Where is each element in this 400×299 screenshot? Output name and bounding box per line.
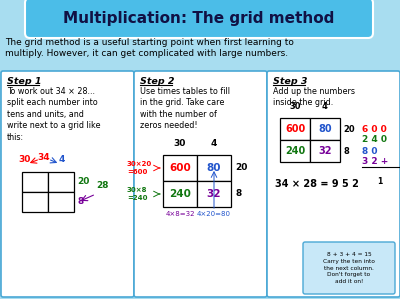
FancyBboxPatch shape [267, 71, 400, 297]
Bar [163, 181, 197, 207]
Text: 6 0 0: 6 0 0 [362, 124, 387, 133]
Text: 80: 80 [207, 163, 221, 173]
Bar [48, 172, 74, 192]
Text: 2 4 0: 2 4 0 [362, 135, 387, 144]
Text: 8 0: 8 0 [362, 147, 378, 155]
Bar [310, 118, 340, 140]
Text: 20: 20 [235, 164, 247, 173]
Bar [280, 140, 310, 162]
FancyBboxPatch shape [25, 0, 373, 38]
Text: Multiplication: The grid method: Multiplication: The grid method [63, 11, 335, 27]
Text: 32: 32 [318, 146, 332, 156]
Text: 8: 8 [77, 198, 83, 207]
Bar [22, 172, 48, 192]
Text: 600: 600 [169, 163, 191, 173]
Bar [197, 181, 231, 207]
Text: 4×20=80: 4×20=80 [197, 211, 231, 217]
Text: 30×20
=600: 30×20 =600 [127, 161, 152, 175]
Text: 30: 30 [19, 155, 31, 164]
Bar [163, 155, 197, 181]
Text: 240: 240 [285, 146, 305, 156]
Text: Step 2: Step 2 [140, 77, 174, 86]
Text: 20: 20 [77, 178, 89, 187]
Text: Add up the numbers
inside the grid.: Add up the numbers inside the grid. [273, 87, 355, 107]
Text: 4: 4 [322, 102, 328, 111]
FancyBboxPatch shape [134, 71, 267, 297]
Bar [197, 155, 231, 181]
Bar [48, 192, 74, 212]
Text: 1: 1 [377, 177, 383, 186]
Text: 34 × 28 = 9 5 2: 34 × 28 = 9 5 2 [275, 179, 359, 189]
Text: 4: 4 [59, 155, 65, 164]
Text: 28: 28 [96, 181, 108, 190]
FancyBboxPatch shape [303, 242, 395, 294]
Bar [22, 192, 48, 212]
Text: Step 3: Step 3 [273, 77, 308, 86]
Bar [310, 140, 340, 162]
Text: 4×8=32: 4×8=32 [165, 211, 195, 217]
Text: 30×8
=240: 30×8 =240 [127, 187, 148, 201]
Text: 8 + 3 + 4 = 15
Carry the ten into
the next column.
Don't forget to
add it on!: 8 + 3 + 4 = 15 Carry the ten into the ne… [323, 252, 375, 284]
Text: 30: 30 [289, 102, 301, 111]
Text: 20: 20 [343, 124, 355, 133]
Text: 34: 34 [38, 153, 50, 162]
Text: To work out 34 × 28...
split each number into
tens and units, and
write next to : To work out 34 × 28... split each number… [7, 87, 100, 142]
Text: 4: 4 [211, 139, 217, 148]
Bar [280, 118, 310, 140]
FancyBboxPatch shape [1, 71, 134, 297]
Text: Step 1: Step 1 [7, 77, 42, 86]
Text: Use times tables to fill
in the grid. Take care
with the number of
zeros needed!: Use times tables to fill in the grid. Ta… [140, 87, 230, 130]
Text: 600: 600 [285, 124, 305, 134]
Text: 3 2 +: 3 2 + [362, 158, 388, 167]
Text: The grid method is a useful starting point when first learning to
multiply. Howe: The grid method is a useful starting poi… [5, 38, 294, 58]
Text: 80: 80 [318, 124, 332, 134]
Text: 8: 8 [235, 190, 241, 199]
Text: 32: 32 [207, 189, 221, 199]
Text: 240: 240 [169, 189, 191, 199]
Text: 30: 30 [174, 139, 186, 148]
Text: 8: 8 [343, 147, 349, 155]
